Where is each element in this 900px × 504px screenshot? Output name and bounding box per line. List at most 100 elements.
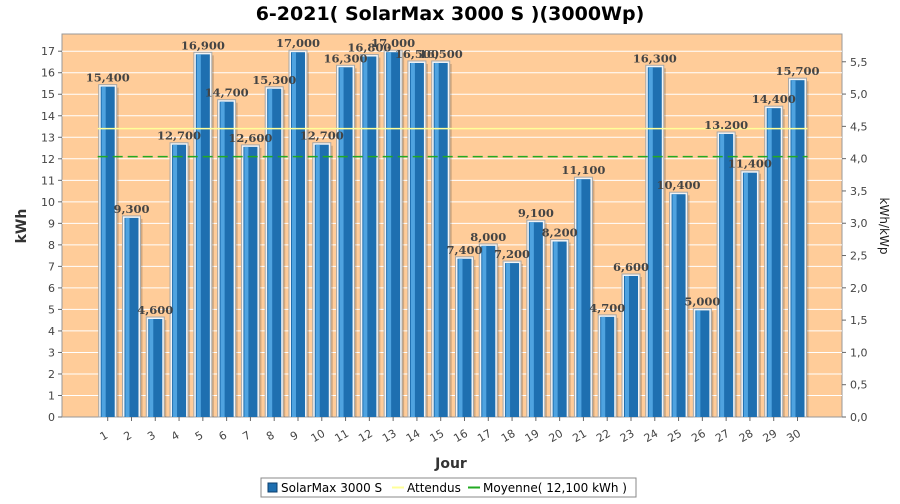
- y-tick-label: 3: [48, 346, 55, 359]
- y-right-tick-label: 1,5: [850, 314, 868, 327]
- bar-15: [431, 60, 452, 418]
- data-label: 5,000: [684, 294, 720, 308]
- data-label: 16,500: [419, 47, 463, 61]
- bar-23: [621, 273, 642, 418]
- x-tick-label: 30: [784, 427, 803, 445]
- y-right-tick-label: 3,5: [850, 185, 868, 198]
- legend-attendus-label: Attendus: [407, 481, 461, 495]
- y-tick-label: 0: [48, 411, 55, 424]
- bar-highlight: [363, 56, 368, 418]
- bar-20: [550, 239, 571, 418]
- bar-highlight: [648, 67, 653, 418]
- x-tick-label: 6: [217, 429, 230, 444]
- data-label: 16,300: [324, 51, 368, 65]
- data-label: 14,400: [752, 92, 796, 106]
- bar-highlight: [553, 241, 558, 417]
- y-tick-label: 13: [41, 131, 55, 144]
- x-tick-label: 15: [428, 427, 447, 445]
- x-tick-label: 22: [594, 427, 613, 445]
- data-label: 8,200: [542, 226, 578, 240]
- y-right-tick-label: 5,0: [850, 88, 868, 101]
- bar-highlight: [149, 319, 154, 417]
- bar-25: [669, 191, 690, 418]
- x-tick-label: 17: [475, 427, 494, 445]
- data-label: 11,400: [728, 157, 772, 171]
- bar-highlight: [315, 144, 320, 417]
- bar-highlight: [577, 179, 582, 417]
- x-tick-label: 23: [618, 427, 637, 445]
- data-label: 7,200: [494, 247, 530, 261]
- y-tick-label: 15: [41, 88, 55, 101]
- y-tick-label: 14: [41, 110, 55, 123]
- data-label: 13.200: [704, 118, 748, 132]
- x-axis-title: Jour: [434, 456, 467, 472]
- bar-12: [359, 54, 381, 418]
- data-label: 11,100: [561, 163, 605, 177]
- data-label: 17,000: [276, 36, 320, 50]
- y-tick-label: 5: [48, 303, 55, 316]
- y-tick-label: 7: [48, 260, 55, 273]
- x-tick-label: 3: [145, 429, 158, 444]
- bar-6: [217, 99, 238, 418]
- y-right-tick-label: 0,5: [850, 379, 868, 392]
- x-tick-label: 16: [451, 427, 470, 445]
- bar-highlight: [601, 316, 606, 417]
- data-label: 9,100: [518, 206, 554, 220]
- bar-14: [407, 60, 428, 418]
- bar-18: [502, 260, 524, 418]
- data-label: 15,300: [252, 73, 296, 87]
- bar-highlight: [291, 52, 296, 418]
- data-labels: 15,400 9,300 4,600 12,700 16,900 14,700 12,600…: [86, 36, 820, 317]
- bar-8: [264, 86, 286, 418]
- y-tick-label: 1: [48, 389, 55, 402]
- x-tick-label: 19: [523, 427, 542, 445]
- bar-3: [145, 316, 167, 418]
- x-tick-label: 20: [547, 427, 566, 445]
- data-label: 16,800: [347, 41, 391, 55]
- x-tick-label: 2: [121, 429, 134, 444]
- bar-highlight: [220, 101, 225, 418]
- y-axis-right-ticks: 0,0 0,5 1,0 1,5 2,0 2,5 3,0 3,5 4,0 4,5 5,0 5,5: [842, 56, 868, 424]
- y-tick-label: 8: [48, 239, 55, 252]
- y-right-tick-label: 0,0: [850, 411, 868, 424]
- data-label: 16,500: [395, 47, 439, 61]
- bar-highlight: [791, 80, 796, 417]
- bar-highlight: [482, 245, 487, 417]
- bar-highlight: [720, 133, 725, 417]
- bar-28: [740, 170, 761, 418]
- bar-highlight: [672, 194, 677, 417]
- x-tick-label: 10: [309, 427, 328, 445]
- bar-7: [240, 144, 262, 418]
- plot-area: [61, 33, 843, 418]
- chart-title: 6-2021( SolarMax 3000 S )(3000Wp): [256, 3, 645, 25]
- data-label: 17,000: [371, 36, 415, 50]
- data-label: 10,400: [657, 178, 701, 192]
- bar-highlight: [196, 54, 201, 417]
- bar-highlight: [506, 263, 511, 417]
- bar-highlight: [767, 108, 772, 418]
- bar-13: [383, 49, 405, 418]
- y-tick-label: 9: [48, 217, 55, 230]
- bar-highlight: [268, 88, 273, 417]
- y-right-tick-label: 4,5: [850, 120, 868, 133]
- y-tick-label: 11: [41, 174, 55, 187]
- y-tick-label: 16: [41, 67, 55, 80]
- y-tick-label: 4: [48, 325, 55, 338]
- y-tick-label: 6: [48, 282, 55, 295]
- bar-2: [121, 215, 143, 418]
- bar-11: [336, 64, 357, 418]
- bar-highlight: [244, 146, 249, 417]
- bar-16: [454, 256, 476, 418]
- legend-series-swatch: [267, 482, 278, 493]
- bar-24: [645, 64, 666, 418]
- bar-1: [98, 84, 119, 418]
- bar-highlight: [458, 258, 463, 417]
- x-tick-label: 29: [761, 427, 780, 445]
- data-label: 12,700: [300, 129, 344, 143]
- x-tick-label: 18: [499, 427, 518, 445]
- bar-9: [288, 49, 309, 418]
- bar-highlight: [173, 144, 178, 417]
